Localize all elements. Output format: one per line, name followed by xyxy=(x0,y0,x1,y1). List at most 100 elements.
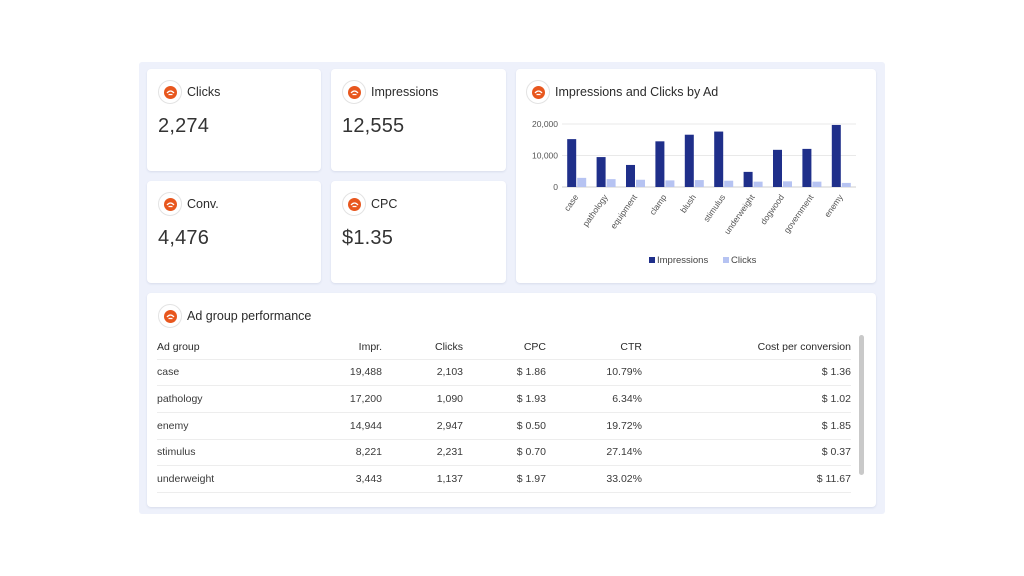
impressions-bar xyxy=(773,149,782,187)
column-header-clicks[interactable]: Clicks xyxy=(382,335,463,360)
cell-impressions: 19,488 xyxy=(267,359,382,387)
legend-swatch xyxy=(649,257,655,263)
y-tick-label: 20,000 xyxy=(532,119,558,129)
x-tick-label: blush xyxy=(678,192,698,215)
cell-cpc: $ 0.50 xyxy=(463,412,546,440)
clicks-bar xyxy=(812,181,822,187)
cell-ctr: 10.79% xyxy=(546,359,642,387)
column-header-impressions[interactable]: Impr. xyxy=(267,335,382,360)
cell-ad-group: pathology xyxy=(157,385,267,413)
cell-ctr: 19.72% xyxy=(546,412,642,440)
column-header-cpc[interactable]: CPC xyxy=(463,335,546,360)
cell-clicks: 2,103 xyxy=(382,359,463,387)
clicks-bar xyxy=(753,181,763,187)
clicks-bar xyxy=(577,177,587,187)
kpi-card-clicks: Clicks 2,274 xyxy=(147,69,321,171)
cell-clicks: 2,231 xyxy=(382,439,463,467)
clicks-bar xyxy=(783,181,792,187)
kpi-value: 4,476 xyxy=(158,227,210,249)
impressions-bar xyxy=(684,134,694,187)
kpi-value: 12,555 xyxy=(342,115,405,137)
cell-clicks: 2,947 xyxy=(382,412,463,440)
table-header-row: Ad group Impr. Clicks CPC CTR Cost per c… xyxy=(157,335,851,360)
dashboard-frame: Clicks 2,274 Impressions 12,555 Conv. 4,… xyxy=(139,62,885,514)
chart-card: Impressions and Clicks by Ad 20,000 10,00… xyxy=(516,69,876,283)
cell-ad-group: stimulus xyxy=(157,439,267,467)
impressions-bar xyxy=(714,131,724,187)
chart-title: Impressions and Clicks by Ad xyxy=(555,85,719,99)
x-tick-label: pathology xyxy=(580,192,610,229)
x-tick-label: stimulus xyxy=(701,192,727,223)
x-tick-label: dogwood xyxy=(758,192,786,226)
kpi-label: Clicks xyxy=(187,85,221,99)
brand-logo-icon xyxy=(526,80,550,104)
cell-ctr: 27.14% xyxy=(546,439,642,467)
impressions-bar xyxy=(831,124,841,187)
kpi-card-conversions: Conv. 4,476 xyxy=(147,181,321,283)
kpi-label: CPC xyxy=(371,197,398,211)
y-tick-label: 10,000 xyxy=(532,151,558,161)
impressions-bar xyxy=(626,164,635,187)
impressions-bar xyxy=(596,157,606,187)
cell-ad-group: underweight xyxy=(157,465,267,493)
table-card: Ad group performance Ad group Impr. Clic… xyxy=(147,293,876,507)
x-tick-label: enemy xyxy=(822,192,845,219)
cell-cost-per-conversion: $ 11.67 xyxy=(642,465,851,493)
x-tick-label: case xyxy=(562,192,581,213)
legend-swatch xyxy=(723,257,729,263)
clicks-bar xyxy=(636,179,645,187)
brand-logo-icon xyxy=(158,192,182,216)
table-scrollbar-thumb[interactable] xyxy=(859,335,864,475)
clicks-bar xyxy=(665,180,675,187)
x-tick-label: equipment xyxy=(608,192,639,231)
clicks-bar xyxy=(841,182,851,187)
kpi-value: $1.35 xyxy=(342,227,394,249)
y-tick-label: 0 xyxy=(553,182,558,192)
table-row: enemy 14,944 2,947 $ 0.50 19.72% $ 1.85 xyxy=(157,412,851,440)
cell-impressions: 8,221 xyxy=(267,439,382,467)
x-tick-label: government xyxy=(782,192,816,235)
cell-clicks: 1,090 xyxy=(382,385,463,413)
clicks-bar xyxy=(694,180,704,187)
cell-cost-per-conversion: $ 1.85 xyxy=(642,412,851,440)
x-tick-label: clamp xyxy=(647,192,668,217)
cell-cost-per-conversion: $ 1.02 xyxy=(642,385,851,413)
cell-cpc: $ 1.86 xyxy=(463,359,546,387)
cell-impressions: 3,443 xyxy=(267,465,382,493)
brand-logo-icon xyxy=(158,304,182,328)
column-header-ctr[interactable]: CTR xyxy=(546,335,642,360)
ad-group-table: Ad group Impr. Clicks CPC CTR Cost per c… xyxy=(157,335,851,493)
impressions-bar xyxy=(802,148,812,187)
kpi-card-impressions: Impressions 12,555 xyxy=(331,69,506,171)
table-row: pathology 17,200 1,090 $ 1.93 6.34% $ 1.… xyxy=(157,385,851,413)
impressions-bar xyxy=(655,141,665,187)
brand-logo-icon xyxy=(342,192,366,216)
cell-ctr: 33.02% xyxy=(546,465,642,493)
cell-impressions: 14,944 xyxy=(267,412,382,440)
cell-cpc: $ 1.97 xyxy=(463,465,546,493)
cell-clicks: 1,137 xyxy=(382,465,463,493)
cell-ad-group: enemy xyxy=(157,412,267,440)
clicks-bar xyxy=(606,179,616,187)
brand-logo-icon xyxy=(158,80,182,104)
table-row: case 19,488 2,103 $ 1.86 10.79% $ 1.36 xyxy=(157,359,851,387)
impressions-bar xyxy=(567,139,577,187)
table-row: stimulus 8,221 2,231 $ 0.70 27.14% $ 0.3… xyxy=(157,439,851,467)
table-title: Ad group performance xyxy=(187,309,312,323)
impressions-bar xyxy=(743,171,753,187)
cell-cost-per-conversion: $ 0.37 xyxy=(642,439,851,467)
cell-ad-group: case xyxy=(157,359,267,387)
column-header-ad-group[interactable]: Ad group xyxy=(157,335,267,360)
kpi-card-cpc: CPC $1.35 xyxy=(331,181,506,283)
table-row: underweight 3,443 1,137 $ 1.97 33.02% $ … xyxy=(157,465,851,493)
legend-label: Impressions xyxy=(657,255,708,266)
cell-ctr: 6.34% xyxy=(546,385,642,413)
brand-logo-icon xyxy=(342,80,366,104)
column-header-cost-per-conversion[interactable]: Cost per conversion xyxy=(642,335,851,360)
kpi-label: Impressions xyxy=(371,85,439,99)
clicks-bar xyxy=(724,180,734,187)
kpi-label: Conv. xyxy=(187,197,219,211)
cell-impressions: 17,200 xyxy=(267,385,382,413)
cell-cpc: $ 1.93 xyxy=(463,385,546,413)
